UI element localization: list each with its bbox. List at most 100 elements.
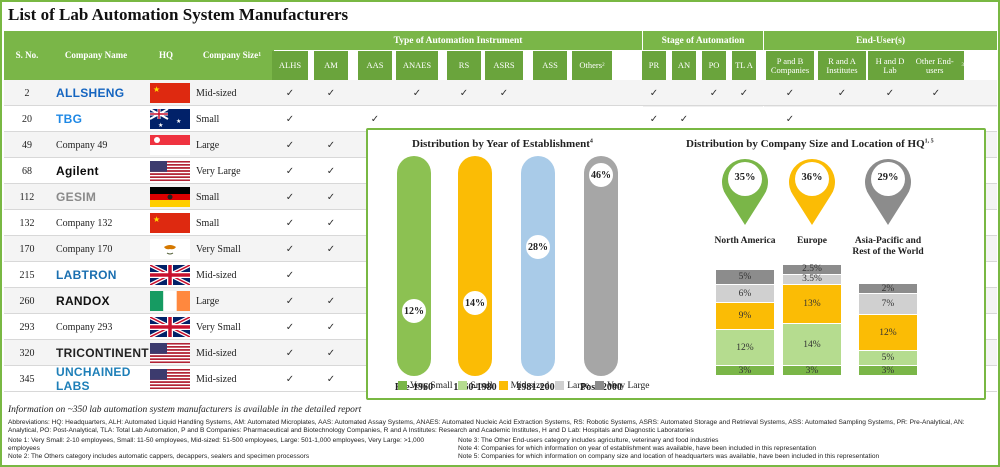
- check-mark-icon: ✓: [326, 139, 336, 151]
- region-share: 36%: [801, 172, 823, 183]
- legend-label: Mid-sized: [510, 381, 550, 391]
- stacked-segment: 12%: [716, 330, 774, 365]
- row-sno: 132: [19, 217, 35, 229]
- company-name: Company 170: [56, 243, 113, 255]
- row-company: Company 293: [50, 314, 142, 340]
- stacked-segment: 14%: [783, 324, 841, 365]
- header-company: Company Name: [50, 31, 142, 80]
- row-sno: 215: [19, 269, 35, 281]
- check-mark-icon: ✓: [285, 165, 295, 177]
- check-mark-icon: ✓: [285, 139, 295, 151]
- row-company-size: Very Large: [196, 165, 241, 177]
- subheader-ass: ASS: [533, 51, 567, 80]
- flag-gb-icon: [149, 315, 191, 339]
- header-hq: HQ: [142, 31, 190, 80]
- location-pin-icon: [720, 155, 770, 227]
- check-mark-icon: ✓: [931, 87, 941, 99]
- check-mark-icon: ✓: [285, 243, 295, 255]
- location-pin-icon: [787, 155, 837, 227]
- company-logo: RANDOX: [56, 294, 110, 308]
- svg-text:★: ★: [158, 122, 163, 129]
- legend-swatch: [498, 381, 508, 391]
- subheader-label: AAS: [366, 60, 384, 71]
- flag-sg-icon: [150, 135, 190, 155]
- subheader-an: AN: [672, 51, 696, 80]
- row-sno: 20: [22, 113, 32, 125]
- legend-swatch: [398, 381, 407, 391]
- check-mark-icon: ✓: [326, 87, 336, 99]
- check-mark-icon: ✓: [285, 269, 295, 281]
- company-logo: TBG: [56, 112, 83, 126]
- subheader-aas: AAS: [358, 51, 392, 80]
- check-mark-icon: ✓: [412, 87, 422, 99]
- company-logo: TRICONTINENT: [56, 346, 149, 360]
- subheader-h-and-d-lab: H and D Lab: [868, 51, 912, 80]
- subheader-p-and-b-companies: P and B Companies: [766, 51, 814, 80]
- year-bar: [397, 156, 431, 376]
- subheader-label: R and A Institutes: [826, 55, 858, 75]
- company-logo: GESIM: [56, 190, 97, 204]
- subheader-label: PO: [708, 60, 720, 71]
- year-bar: [458, 156, 492, 376]
- legend-item: Mid-sized: [498, 381, 550, 391]
- subheader-label: P and B Companies: [770, 55, 810, 75]
- flag-us-icon: [150, 369, 190, 390]
- year-bar: [584, 156, 618, 376]
- header-size-sup: 1: [258, 52, 262, 59]
- region-label: Asia-Pacific and Rest of the World: [852, 236, 924, 257]
- check-mark-icon: ✓: [326, 243, 336, 255]
- row-company-size: Very Small: [196, 243, 241, 255]
- row-sno: 112: [19, 191, 35, 203]
- check-mark-icon: ✓: [326, 165, 336, 177]
- check-mark-icon: ✓: [649, 87, 659, 99]
- check-mark-icon: ✓: [326, 191, 336, 203]
- subheader-label: H and D Lab: [875, 55, 905, 75]
- size-chart-title: Distribution by Company Size and Locatio…: [686, 138, 934, 150]
- row-company-size: Very Small: [196, 321, 241, 333]
- check-mark-icon: ✓: [885, 87, 895, 99]
- size-chart-title-text: Distribution by Company Size and Locatio…: [686, 138, 925, 150]
- group-stage: Stage of Automation: [643, 31, 763, 50]
- row-company-size: Small: [196, 191, 220, 203]
- stacked-segment: 6%: [716, 285, 774, 302]
- row-company-size: Mid-sized: [196, 269, 237, 281]
- check-mark-icon: ✓: [459, 87, 469, 99]
- year-bar-label: 1981-2000: [516, 382, 560, 393]
- flag-au-icon: ★ ★: [149, 108, 190, 129]
- subheader-po: PO: [702, 51, 726, 80]
- year-bar-value: 28%: [521, 230, 555, 264]
- notes-left: Note 1: Very Small: 2-10 employees, Smal…: [8, 437, 448, 461]
- location-pin-icon: [863, 155, 913, 227]
- row-company: GESIM: [50, 184, 142, 210]
- legend-swatch: [555, 381, 565, 391]
- subheader-pr: PR: [642, 51, 666, 80]
- legend-item: Large: [555, 381, 589, 391]
- legend-label: Large: [567, 381, 590, 391]
- subheader-label: PR: [648, 60, 660, 71]
- company-logo: UNCHAINED LABS: [56, 365, 131, 393]
- check-mark-icon: ✓: [679, 113, 689, 125]
- stacked-segment: 5%: [859, 351, 917, 365]
- year-bar-label: 1960-1980: [453, 382, 497, 393]
- region-share: 29%: [877, 172, 899, 183]
- year-chart-title-sup: 4: [589, 138, 593, 145]
- check-mark-icon: ✓: [326, 373, 336, 385]
- row-sno: 68: [22, 165, 32, 177]
- abbreviations-text: Abbreviations: HQ: Headquarters, ALH: Au…: [8, 419, 965, 435]
- row-company: Agilent: [50, 158, 142, 184]
- size-legend: Very Small Small Mid-sized Large Very Large: [398, 381, 649, 391]
- subheader-label: ASS: [542, 60, 558, 71]
- row-company-size: Mid-sized: [196, 347, 237, 359]
- header-size: Company Size 1: [190, 31, 274, 80]
- row-company-size: Large: [196, 295, 220, 307]
- legend-item: Very Small: [398, 381, 452, 391]
- subheader-label: Other End-users: [915, 55, 954, 75]
- row-company-size: Large: [196, 139, 220, 151]
- note: Note 1: Very Small: 2-10 employees, Smal…: [8, 437, 425, 453]
- subheader-label: ALHS: [278, 60, 302, 71]
- abbreviations: Abbreviations: HQ: Headquarters, ALH: Au…: [8, 419, 993, 435]
- check-mark-icon: ✓: [709, 87, 719, 99]
- row-sno: 345: [19, 373, 35, 385]
- check-mark-icon: ✓: [739, 87, 749, 99]
